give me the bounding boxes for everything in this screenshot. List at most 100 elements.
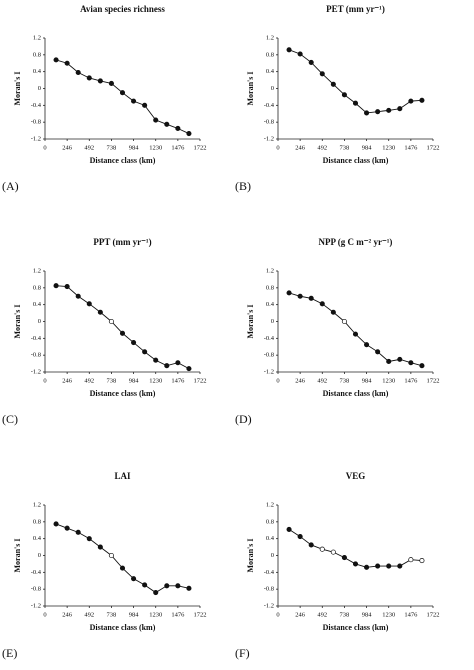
y-axis-label: Moran's I xyxy=(246,305,255,339)
y-tick-label: 0.8 xyxy=(33,284,41,291)
x-tick-label: 1476 xyxy=(404,144,418,151)
data-point xyxy=(330,309,336,315)
chart-title: PET (mm yr⁻¹) xyxy=(326,4,385,14)
data-point xyxy=(131,576,137,582)
x-tick-label: 246 xyxy=(295,144,306,151)
data-point xyxy=(352,561,359,567)
x-tick-label: 738 xyxy=(340,377,350,384)
y-tick-label: -0.4 xyxy=(31,569,42,576)
x-tick-label: 1230 xyxy=(149,611,162,618)
chart-title: PPT (mm yr⁻¹) xyxy=(93,237,151,247)
data-point xyxy=(75,529,81,535)
data-point xyxy=(86,75,92,81)
data-point xyxy=(175,125,181,132)
x-tick-label: 492 xyxy=(84,144,94,151)
x-axis-label: Distance class (km) xyxy=(90,156,156,165)
y-tick-label: -1.2 xyxy=(264,602,274,609)
y-tick-label: -0.8 xyxy=(31,119,41,126)
data-point xyxy=(408,557,414,563)
data-point xyxy=(119,90,126,96)
x-tick-label: 1230 xyxy=(382,611,395,618)
data-line xyxy=(56,285,190,370)
x-tick-label: 246 xyxy=(62,377,73,384)
x-tick-label: 1230 xyxy=(149,377,162,384)
data-line xyxy=(288,292,423,367)
x-tick-label: 1230 xyxy=(382,144,395,151)
data-point xyxy=(397,563,403,569)
data-point xyxy=(297,534,303,540)
x-tick-label: 0 xyxy=(43,144,46,151)
x-tick-label: 1722 xyxy=(194,611,207,618)
x-tick-label: 738 xyxy=(340,611,350,618)
y-tick-label: 0.8 xyxy=(266,518,274,525)
data-point xyxy=(97,309,103,315)
data-point xyxy=(53,283,59,289)
y-tick-label: 0.8 xyxy=(266,51,274,58)
data-point xyxy=(108,80,114,87)
y-tick-label: 0 xyxy=(38,85,41,92)
data-point xyxy=(75,69,81,76)
data-point xyxy=(419,97,425,103)
y-tick-label: 0.4 xyxy=(33,301,42,308)
x-tick-label: 492 xyxy=(84,611,94,618)
data-point xyxy=(119,330,126,336)
data-point xyxy=(75,293,81,299)
y-tick-label: 0 xyxy=(271,318,274,325)
data-point xyxy=(119,565,126,571)
y-tick-label: 1.2 xyxy=(266,501,274,508)
x-tick-label: 0 xyxy=(276,611,279,618)
y-tick-label: -0.8 xyxy=(31,352,41,359)
y-tick-label: -0.4 xyxy=(264,335,275,342)
y-tick-label: 0 xyxy=(271,85,274,92)
x-tick-label: 1476 xyxy=(404,377,418,384)
data-point xyxy=(308,295,314,301)
data-point xyxy=(308,59,314,65)
x-tick-label: 1722 xyxy=(427,611,440,618)
y-tick-label: -0.4 xyxy=(264,569,275,576)
y-tick-label: 0.8 xyxy=(33,518,41,525)
x-tick-label: 246 xyxy=(62,611,73,618)
data-point xyxy=(131,339,137,346)
data-point xyxy=(64,525,70,531)
x-tick-label: 738 xyxy=(107,144,117,151)
y-tick-label: -0.8 xyxy=(264,586,274,593)
data-point xyxy=(86,536,92,542)
x-tick-label: 984 xyxy=(362,377,373,384)
data-point xyxy=(97,544,103,550)
y-tick-label: 1.2 xyxy=(33,501,41,508)
y-tick-label: 0.8 xyxy=(33,51,41,58)
data-line xyxy=(55,59,190,134)
x-tick-label: 246 xyxy=(295,611,306,618)
data-point xyxy=(153,357,159,363)
data-point xyxy=(330,549,336,555)
y-axis-label: Moran's I xyxy=(13,539,22,573)
x-tick-label: 0 xyxy=(276,377,279,384)
y-tick-label: 0.8 xyxy=(266,284,274,291)
x-tick-label: 738 xyxy=(107,377,117,384)
data-point xyxy=(153,117,159,123)
x-tick-label: 0 xyxy=(43,611,46,618)
data-point xyxy=(153,589,159,596)
data-point xyxy=(419,557,425,564)
data-point xyxy=(297,51,303,57)
data-line xyxy=(55,523,190,594)
data-point xyxy=(64,60,70,66)
data-point xyxy=(53,57,59,63)
x-axis-label: Distance class (km) xyxy=(323,623,389,632)
x-tick-label: 246 xyxy=(295,377,306,384)
panel-label: (D) xyxy=(235,412,252,426)
data-point xyxy=(175,583,181,589)
x-tick-label: 1476 xyxy=(171,611,185,618)
x-tick-label: 738 xyxy=(107,611,117,618)
x-tick-label: 246 xyxy=(62,144,73,151)
data-point xyxy=(108,318,114,325)
y-tick-label: -1.2 xyxy=(264,368,274,375)
x-tick-label: 0 xyxy=(276,144,279,151)
panel-label: (A) xyxy=(2,179,19,193)
chart-title: LAI xyxy=(114,471,131,481)
x-tick-label: 1230 xyxy=(382,377,395,384)
y-tick-label: 0.4 xyxy=(266,535,275,542)
x-tick-label: 984 xyxy=(362,611,373,618)
panel-label: (F) xyxy=(235,646,250,660)
